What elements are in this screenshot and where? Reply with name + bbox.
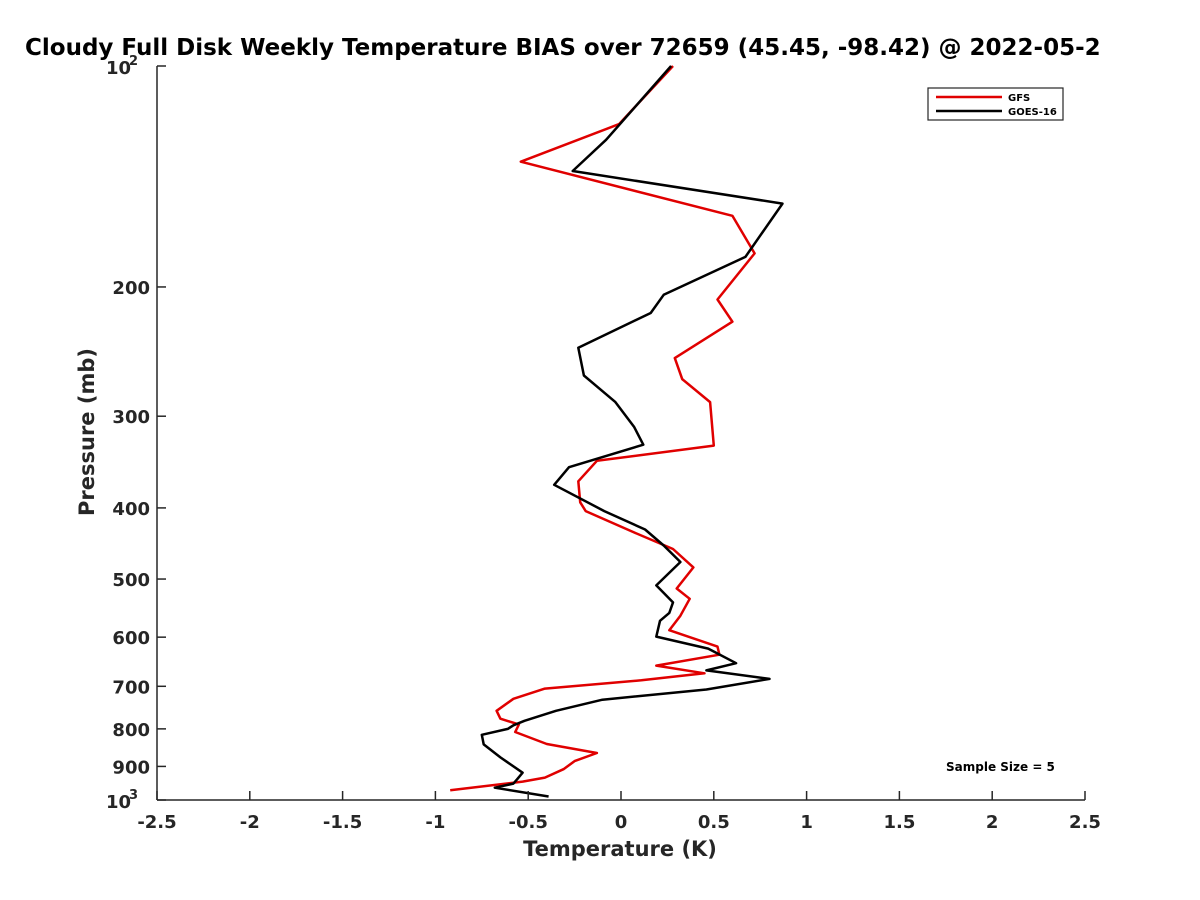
x-axis-label: Temperature (K) bbox=[523, 837, 717, 861]
y-tick-label: 200 bbox=[112, 278, 150, 299]
y-tick-label: 500 bbox=[112, 570, 150, 591]
x-tick-label: 2 bbox=[986, 812, 999, 833]
y-tick-label: 300 bbox=[112, 407, 150, 428]
x-tick-label: -2.5 bbox=[137, 812, 176, 833]
y-tick-label: 700 bbox=[112, 677, 150, 698]
x-tick-label: -0.5 bbox=[509, 812, 548, 833]
x-tick-label: 2.5 bbox=[1069, 812, 1101, 833]
x-tick-label: 1 bbox=[800, 812, 813, 833]
chart-title: Cloudy Full Disk Weekly Temperature BIAS… bbox=[25, 35, 1101, 61]
x-tick-label: -1.5 bbox=[323, 812, 362, 833]
y-tick-label: 102 bbox=[106, 54, 138, 79]
y-tick-label: 400 bbox=[112, 499, 150, 520]
series-line-goes-16 bbox=[480, 65, 784, 798]
y-axis-label: Pressure (mb) bbox=[75, 348, 99, 516]
legend: GFS GOES-16 bbox=[927, 87, 1064, 121]
y-tick-label: 800 bbox=[112, 720, 150, 741]
y-tick-exponent: 3 bbox=[129, 788, 138, 803]
y-tick-label: 900 bbox=[112, 757, 150, 778]
x-tick-label: 0.5 bbox=[698, 812, 730, 833]
y-tick-label: 600 bbox=[112, 628, 150, 649]
y-tick-base: 10 bbox=[106, 58, 131, 79]
series-line-gfs bbox=[450, 65, 756, 792]
legend-label: GOES-16 bbox=[1008, 107, 1057, 118]
axes-layer: -2.5 -2 -1.5 -1 -0.5 0 0.5 1 1.5 2 2.5102200300400… bbox=[106, 54, 1101, 833]
legend-box bbox=[927, 87, 1064, 121]
y-tick-exponent: 2 bbox=[129, 54, 138, 69]
y-tick-label: 103 bbox=[106, 788, 138, 813]
x-tick-label: 0 bbox=[615, 812, 628, 833]
legend-label: GFS bbox=[1008, 93, 1030, 104]
series-layer bbox=[450, 65, 784, 798]
x-tick-label: -1 bbox=[425, 812, 445, 833]
x-tick-label: -2 bbox=[240, 812, 260, 833]
y-tick-base: 10 bbox=[106, 792, 131, 813]
x-tick-label: 1.5 bbox=[883, 812, 915, 833]
sample-size-annotation: Sample Size = 5 bbox=[946, 760, 1055, 774]
